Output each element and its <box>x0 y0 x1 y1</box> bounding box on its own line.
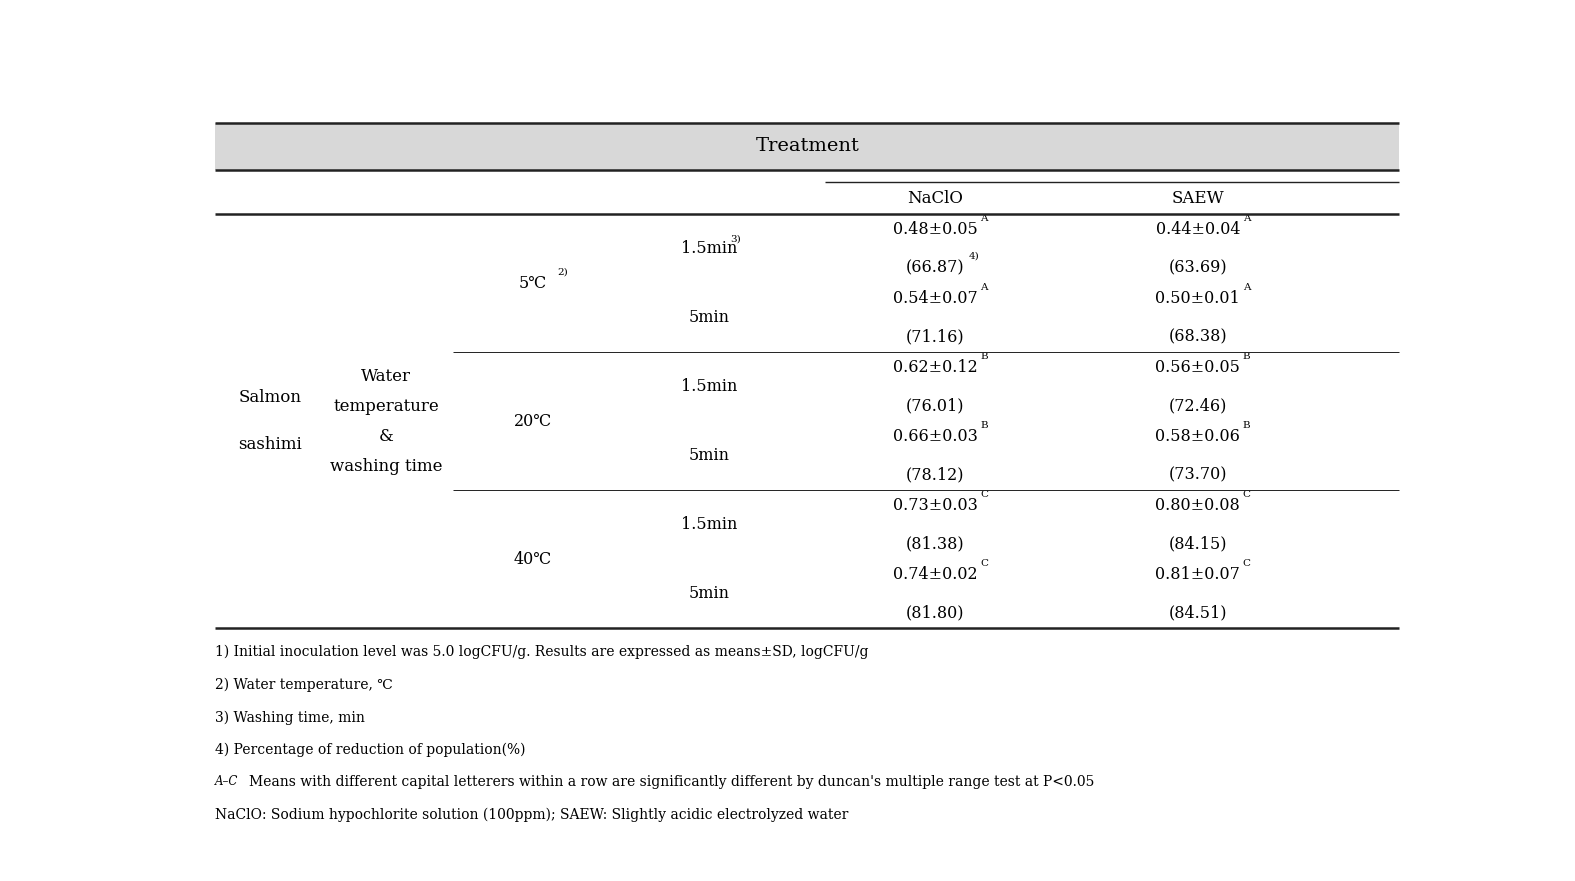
Text: 0.62±0.12: 0.62±0.12 <box>893 359 978 376</box>
Text: 2): 2) <box>558 267 569 277</box>
Text: 0.44±0.04: 0.44±0.04 <box>1156 221 1240 238</box>
Text: 5℃: 5℃ <box>518 275 547 292</box>
Text: (72.46): (72.46) <box>1169 397 1227 414</box>
Text: 4): 4) <box>969 252 980 261</box>
Text: (78.12): (78.12) <box>906 466 964 483</box>
Text: A–C: A–C <box>216 775 238 788</box>
Text: 0.66±0.03: 0.66±0.03 <box>893 428 978 445</box>
Bar <box>216 122 1399 170</box>
Text: 0.56±0.05: 0.56±0.05 <box>1156 359 1240 376</box>
Text: 20℃: 20℃ <box>513 412 551 430</box>
Text: (68.38): (68.38) <box>1169 329 1227 345</box>
Text: (73.70): (73.70) <box>1169 466 1227 483</box>
Text: 5min: 5min <box>688 585 731 602</box>
Text: (63.69): (63.69) <box>1169 259 1227 277</box>
Text: Water
temperature
&
washing time: Water temperature & washing time <box>329 367 443 475</box>
Text: B: B <box>1243 421 1251 430</box>
Text: SAEW: SAEW <box>1172 189 1224 207</box>
Text: B: B <box>1243 352 1251 360</box>
Text: 5min: 5min <box>688 448 731 464</box>
Text: 3) Washing time, min: 3) Washing time, min <box>216 710 365 724</box>
Text: C: C <box>1243 490 1251 499</box>
Text: NaClO: NaClO <box>907 189 964 207</box>
Text: (84.15): (84.15) <box>1169 535 1227 552</box>
Text: Means with different capital letterers within a row are significantly different : Means with different capital letterers w… <box>249 775 1095 789</box>
Text: 2) Water temperature, ℃: 2) Water temperature, ℃ <box>216 677 392 692</box>
Text: C: C <box>980 559 989 567</box>
Text: 5min: 5min <box>688 309 731 326</box>
Text: 0.74±0.02: 0.74±0.02 <box>893 566 978 583</box>
Text: 4) Percentage of reduction of population(%): 4) Percentage of reduction of population… <box>216 743 526 757</box>
Text: (66.87): (66.87) <box>906 259 964 277</box>
Text: B: B <box>980 352 988 360</box>
Text: 0.73±0.03: 0.73±0.03 <box>893 497 978 515</box>
Text: A: A <box>1243 283 1251 292</box>
Text: C: C <box>1243 559 1251 567</box>
Text: (84.51): (84.51) <box>1169 604 1227 621</box>
Text: 0.48±0.05: 0.48±0.05 <box>893 221 978 238</box>
Text: NaClO: Sodium hypochlorite solution (100ppm); SAEW: Slightly acidic electrolyzed: NaClO: Sodium hypochlorite solution (100… <box>216 808 849 822</box>
Text: 0.81±0.07: 0.81±0.07 <box>1156 566 1240 583</box>
Text: 0.54±0.07: 0.54±0.07 <box>893 290 978 307</box>
Text: A: A <box>980 283 988 292</box>
Text: (71.16): (71.16) <box>906 329 964 345</box>
Text: 0.58±0.06: 0.58±0.06 <box>1156 428 1240 445</box>
Text: Treatment: Treatment <box>756 137 858 155</box>
Text: A: A <box>1243 214 1251 223</box>
Text: 3): 3) <box>731 234 742 243</box>
Text: 1.5min: 1.5min <box>682 378 737 396</box>
Text: 1) Initial inoculation level was 5.0 logCFU/g. Results are expressed as means±SD: 1) Initial inoculation level was 5.0 log… <box>216 645 869 659</box>
Text: Salmon

sashimi: Salmon sashimi <box>238 389 302 453</box>
Text: B: B <box>980 421 988 430</box>
Text: 1.5min: 1.5min <box>682 516 737 533</box>
Text: C: C <box>980 490 989 499</box>
Text: (81.38): (81.38) <box>906 535 964 552</box>
Text: A: A <box>980 214 988 223</box>
Text: (76.01): (76.01) <box>906 397 964 414</box>
Text: 40℃: 40℃ <box>513 551 551 567</box>
Text: 0.50±0.01: 0.50±0.01 <box>1156 290 1240 307</box>
Text: 0.80±0.08: 0.80±0.08 <box>1156 497 1240 515</box>
Text: 1.5min: 1.5min <box>682 241 737 257</box>
Text: (81.80): (81.80) <box>906 604 964 621</box>
